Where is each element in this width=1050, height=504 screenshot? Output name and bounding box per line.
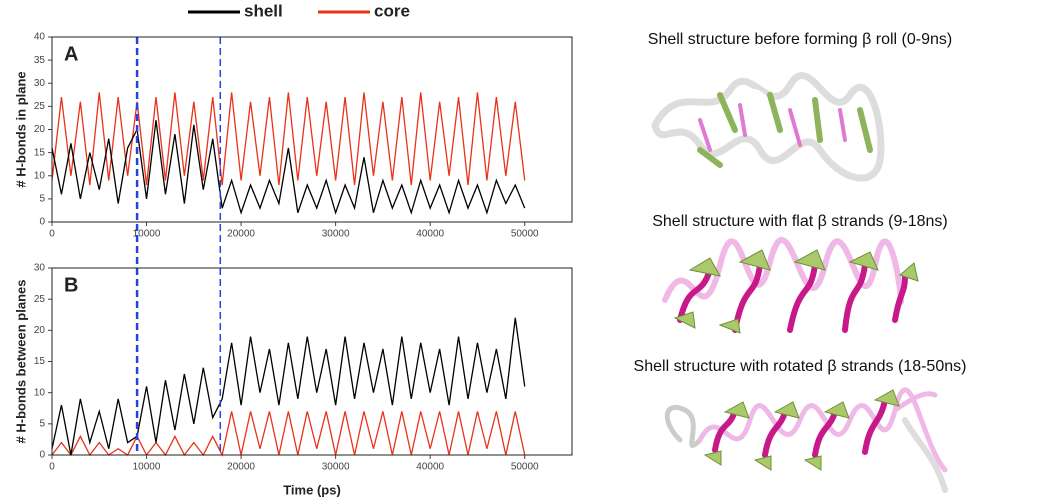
x-tick-label: 30000 <box>322 229 350 240</box>
series-line <box>51 92 526 186</box>
y-axis-label: # H-bonds between planes <box>13 280 28 444</box>
x-tick-label: 20000 <box>227 229 255 240</box>
x-tick-label: 10000 <box>133 229 161 240</box>
x-tick-label: 50000 <box>511 229 539 240</box>
y-tick-label: 20 <box>34 325 46 336</box>
structure-image <box>651 72 885 182</box>
y-tick-label: 5 <box>39 418 45 429</box>
structure-image <box>664 387 948 493</box>
x-tick-label: 0 <box>49 229 55 240</box>
y-axis-label: # H-bonds in plane <box>13 71 28 187</box>
y-tick-label: 15 <box>34 147 46 158</box>
structure-caption: Shell structure with rotated β strands (… <box>634 358 967 375</box>
y-tick-label: 0 <box>39 217 45 228</box>
y-tick-label: 25 <box>34 294 46 305</box>
x-tick-label: 20000 <box>227 462 255 473</box>
y-tick-label: 25 <box>34 101 46 112</box>
x-axis-label: Time (ps) <box>283 482 341 497</box>
structure-caption: Shell structure before forming β roll (0… <box>648 31 952 48</box>
y-tick-label: 5 <box>39 194 45 205</box>
legend-label: shell <box>244 1 283 20</box>
x-tick-label: 0 <box>49 462 55 473</box>
x-tick-label: 30000 <box>322 462 350 473</box>
y-tick-label: 30 <box>34 263 46 274</box>
y-tick-label: 40 <box>34 32 46 43</box>
plot-frame <box>51 36 573 223</box>
structure-image <box>662 237 919 334</box>
x-tick-label: 40000 <box>416 229 444 240</box>
panel-label: A <box>64 43 78 65</box>
x-tick-label: 50000 <box>511 462 539 473</box>
plot-frame <box>51 267 573 456</box>
structure-caption: Shell structure with flat β strands (9-1… <box>652 213 948 230</box>
y-tick-label: 30 <box>34 78 46 89</box>
legend-label: core <box>374 1 410 20</box>
y-tick-label: 10 <box>34 387 46 398</box>
series-line <box>51 317 526 456</box>
panel-label: B <box>64 274 78 296</box>
y-tick-label: 10 <box>34 170 46 181</box>
series-line <box>51 120 526 215</box>
series-line <box>51 411 526 457</box>
x-tick-label: 40000 <box>416 462 444 473</box>
y-tick-label: 0 <box>39 450 45 461</box>
y-tick-label: 35 <box>34 55 46 66</box>
x-tick-label: 10000 <box>133 462 161 473</box>
y-tick-label: 20 <box>34 124 46 135</box>
y-tick-label: 15 <box>34 356 46 367</box>
